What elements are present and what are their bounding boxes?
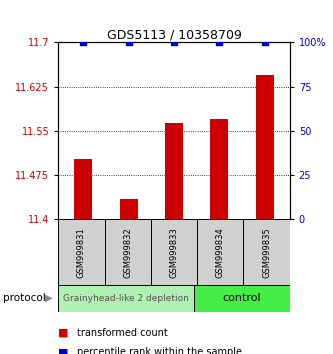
Bar [194, 285, 290, 312]
Point [217, 40, 222, 45]
Bar [151, 219, 197, 285]
Text: GSM999834: GSM999834 [216, 227, 225, 278]
Bar [165, 123, 183, 219]
Bar [120, 199, 138, 219]
Point [262, 40, 267, 45]
Point [126, 40, 131, 45]
Text: GSM999831: GSM999831 [77, 227, 86, 278]
Bar [256, 75, 274, 219]
Bar [105, 219, 151, 285]
Text: transformed count: transformed count [77, 328, 167, 338]
Bar [210, 119, 228, 219]
Text: protocol: protocol [3, 293, 46, 303]
Text: GSM999832: GSM999832 [123, 227, 132, 278]
Text: ■: ■ [58, 328, 69, 338]
Text: ■: ■ [58, 347, 69, 354]
Bar [58, 219, 105, 285]
Text: GSM999833: GSM999833 [169, 227, 178, 278]
Bar [243, 219, 290, 285]
Text: GSM999835: GSM999835 [262, 227, 271, 278]
Text: Grainyhead-like 2 depletion: Grainyhead-like 2 depletion [63, 294, 189, 303]
Bar [74, 159, 92, 219]
Bar [197, 219, 243, 285]
Point [81, 40, 86, 45]
Title: GDS5113 / 10358709: GDS5113 / 10358709 [107, 28, 241, 41]
Point [171, 40, 176, 45]
Text: control: control [223, 293, 261, 303]
Text: ▶: ▶ [45, 293, 52, 303]
Bar [58, 285, 194, 312]
Text: percentile rank within the sample: percentile rank within the sample [77, 347, 241, 354]
